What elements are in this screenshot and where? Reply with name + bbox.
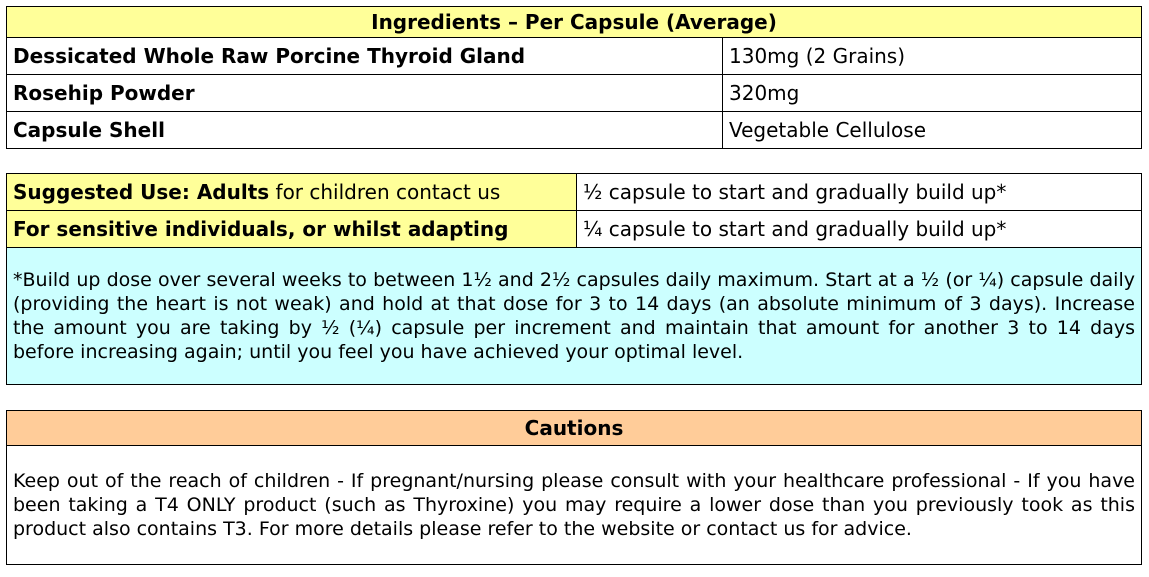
sensitive-use-label: For sensitive individuals, or whilst ada… <box>6 210 577 248</box>
adults-use-label: Suggested Use: Adults for children conta… <box>6 173 577 211</box>
adults-use-label-bold: Suggested Use: Adults <box>13 180 270 204</box>
ingredient-name: Dessicated Whole Raw Porcine Thyroid Gla… <box>6 37 723 75</box>
adults-use-dose: ½ capsule to start and gradually build u… <box>576 173 1142 211</box>
ingredients-table: Ingredients – Per Capsule (Average) Dess… <box>6 6 1142 149</box>
sensitive-use-row: For sensitive individuals, or whilst ada… <box>6 210 1142 248</box>
cautions-body-row: Keep out of the reach of children - If p… <box>6 445 1142 565</box>
ingredient-amount: 320mg <box>722 74 1142 112</box>
ingredient-amount: 130mg (2 Grains) <box>722 37 1142 75</box>
ingredient-row: Rosehip Powder 320mg <box>6 74 1142 112</box>
cautions-table: Cautions Keep out of the reach of childr… <box>6 410 1142 565</box>
ingredient-amount: Vegetable Cellulose <box>722 111 1142 149</box>
ingredients-header-row: Ingredients – Per Capsule (Average) <box>6 6 1142 38</box>
ingredients-title: Ingredients – Per Capsule (Average) <box>6 6 1142 38</box>
adults-use-label-rest: for children contact us <box>269 180 501 204</box>
ingredient-name: Rosehip Powder <box>6 74 723 112</box>
cautions-title: Cautions <box>6 410 1142 446</box>
dosage-note-row: *Build up dose over several weeks to bet… <box>6 247 1142 385</box>
suggested-use-table: Suggested Use: Adults for children conta… <box>6 173 1142 385</box>
adults-use-row: Suggested Use: Adults for children conta… <box>6 173 1142 211</box>
ingredient-name: Capsule Shell <box>6 111 723 149</box>
cautions-text: Keep out of the reach of children - If p… <box>6 445 1142 565</box>
sensitive-use-dose: ¼ capsule to start and gradually build u… <box>576 210 1142 248</box>
ingredient-row: Capsule Shell Vegetable Cellulose <box>6 111 1142 149</box>
dosage-note: *Build up dose over several weeks to bet… <box>6 247 1142 385</box>
cautions-header-row: Cautions <box>6 410 1142 446</box>
ingredient-row: Dessicated Whole Raw Porcine Thyroid Gla… <box>6 37 1142 75</box>
